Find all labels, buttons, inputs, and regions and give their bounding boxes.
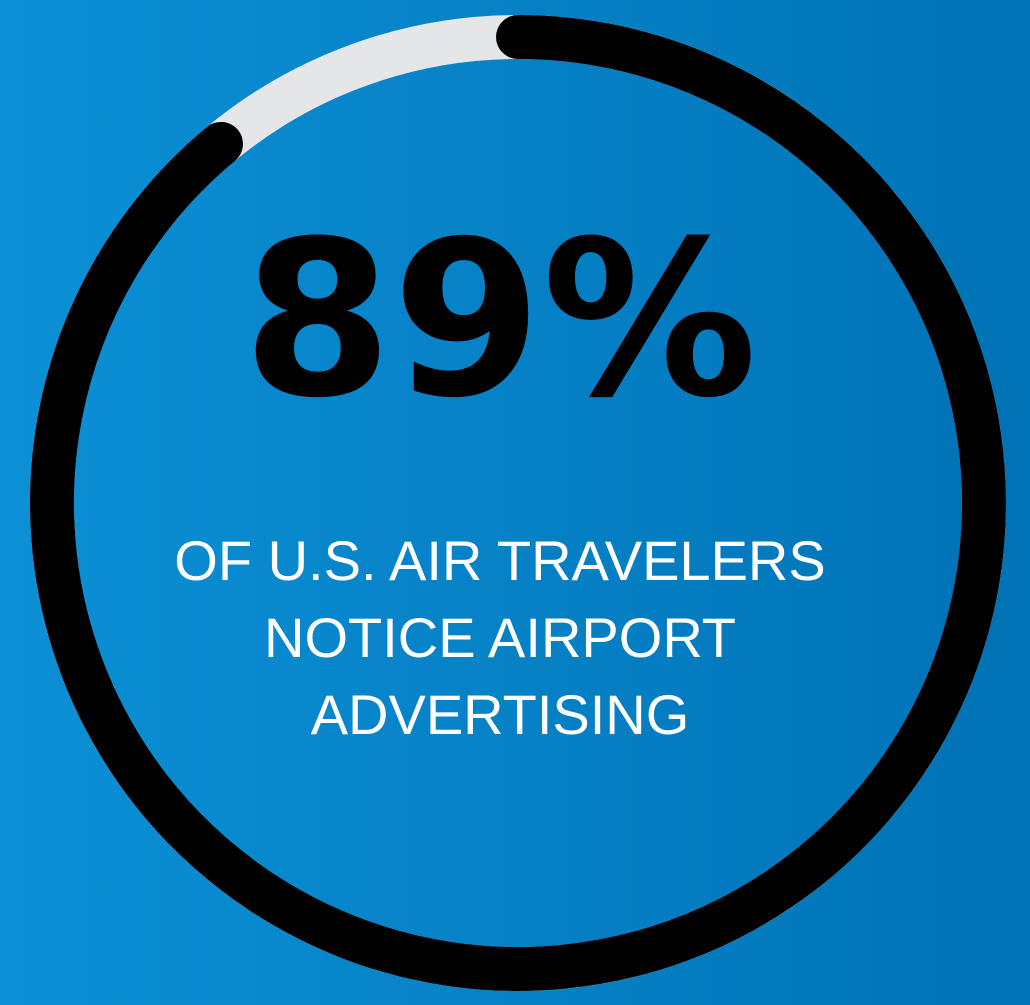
value-label: 89% [243, 194, 758, 445]
ring-arc [30, 15, 1006, 991]
caption-line: ADVERTISING [311, 683, 690, 746]
caption-line: OF U.S. AIR TRAVELERS [174, 529, 825, 592]
caption-line: NOTICE AIRPORT [264, 606, 736, 669]
